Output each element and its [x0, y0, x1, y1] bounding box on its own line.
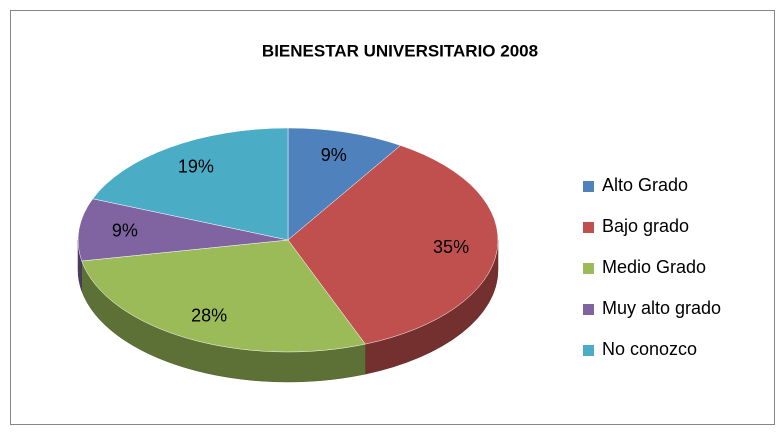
legend-label: Muy alto grado	[602, 298, 721, 318]
data-label: 19%	[178, 156, 214, 176]
legend-label: No conozco	[602, 339, 697, 359]
legend-swatch	[583, 181, 594, 192]
pie-slice	[77, 198, 289, 262]
legend-swatch	[583, 345, 594, 356]
legend-swatch	[583, 222, 594, 233]
legend-swatch	[583, 263, 594, 274]
legend-label: Bajo grado	[602, 216, 689, 236]
data-label: 28%	[191, 305, 227, 325]
pie-labels: 9% 35% 28% 9% 19%	[112, 145, 469, 325]
chart-title: BIENESTAR UNIVERSITARIO 2008	[262, 41, 538, 60]
pie-slice	[92, 127, 289, 241]
legend-label: Medio Grado	[602, 257, 706, 277]
legend-label: Alto Grado	[602, 175, 688, 195]
pie-slice	[287, 145, 499, 345]
pie-slice	[287, 127, 402, 241]
legend-swatch	[583, 304, 594, 315]
pie-slice	[81, 239, 366, 353]
legend: Alto Grado Bajo grado Medio Grado Muy alto …	[583, 175, 721, 359]
data-label: 9%	[321, 145, 347, 165]
data-label: 35%	[433, 237, 469, 257]
pie-tops	[77, 127, 499, 353]
data-label: 9%	[112, 221, 138, 241]
